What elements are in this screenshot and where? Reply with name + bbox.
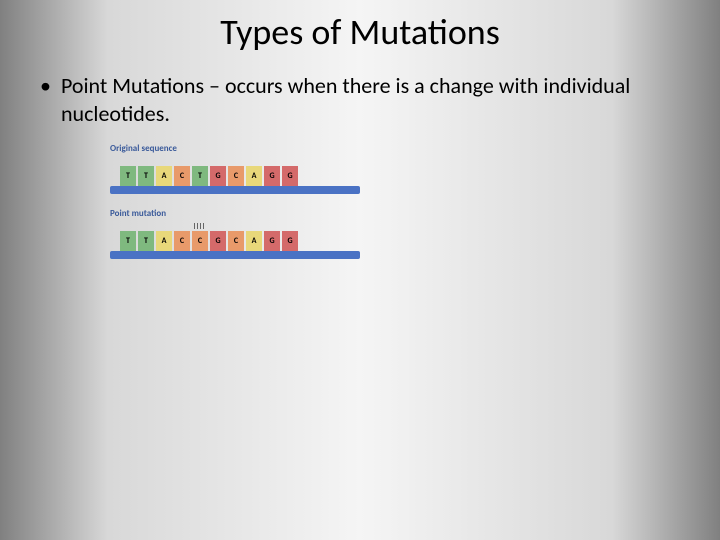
point-mutation-label: Point mutation [110,208,360,219]
mutation-diagram: Original sequence TTACTGCAGG Point mutat… [110,143,360,259]
base-C: C [192,231,208,251]
page-title: Types of Mutations [0,0,720,54]
base-C: C [174,166,190,186]
base-G: G [210,166,226,186]
original-sequence-label: Original sequence [110,143,360,154]
bullet-text: Point Mutations – occurs when there is a… [61,72,680,128]
base-G: G [282,231,298,251]
base-G: G [210,231,226,251]
backbone [110,251,360,259]
base-G: G [264,231,280,251]
base-G: G [282,166,298,186]
base-A: A [246,166,262,186]
base-A: A [156,231,172,251]
base-C: C [228,166,244,186]
bullet-item: • Point Mutations – occurs when there is… [40,72,680,128]
base-G: G [264,166,280,186]
original-sequence: TTACTGCAGG [110,156,360,194]
mutation-sequence: TTACCGCAGG [110,221,360,259]
backbone [110,186,360,194]
base-T: T [120,166,136,186]
base-T: T [138,231,154,251]
base-T: T [192,166,208,186]
base-C: C [174,231,190,251]
base-T: T [138,166,154,186]
bullet-list: • Point Mutations – occurs when there is… [0,54,720,128]
base-A: A [156,166,172,186]
base-T: T [120,231,136,251]
base-C: C [228,231,244,251]
bullet-dot-icon: • [40,72,51,100]
base-A: A [246,231,262,251]
